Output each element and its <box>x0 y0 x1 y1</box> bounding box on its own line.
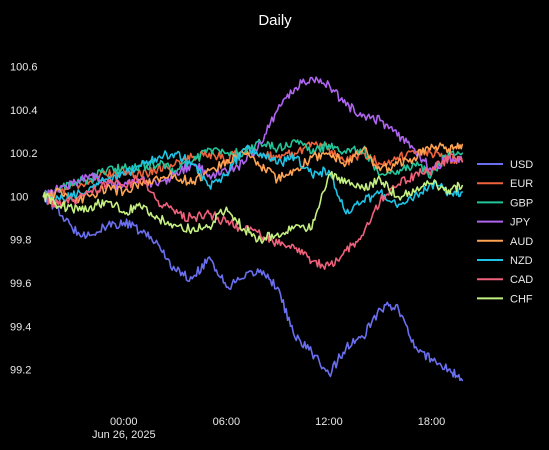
series-layer <box>42 76 464 382</box>
series-line-nzd <box>42 144 464 215</box>
y-tick-label: 100 <box>10 191 28 203</box>
x-tick-label: 00:00 <box>110 416 138 428</box>
y-axis: 99.2 99.4 99.6 99.8 100 100.2 100.4 100.6 <box>10 62 38 377</box>
y-tick-label: 99.2 <box>10 365 31 377</box>
legend-label: AUD <box>510 236 533 248</box>
y-tick-label: 100.2 <box>10 148 38 160</box>
series-line-jpy <box>42 76 464 200</box>
x-tick-label: 06:00 <box>213 416 241 428</box>
legend-label: JPY <box>510 217 531 229</box>
x-tick-label: 18:00 <box>418 416 446 428</box>
legend-label: GBP <box>510 197 533 209</box>
x-tick-label: 12:00 <box>315 416 343 428</box>
series-line-cad <box>42 153 464 270</box>
x-axis: 00:00 06:00 12:00 18:00 Jun 26, 2025 <box>92 416 445 441</box>
series-line-chf <box>42 170 464 244</box>
y-tick-label: 100.6 <box>10 62 38 74</box>
y-tick-label: 99.4 <box>10 321 31 333</box>
y-tick-label: 99.8 <box>10 235 31 247</box>
legend-label: CAD <box>510 274 533 286</box>
legend-label: EUR <box>510 178 533 190</box>
legend: USD EUR GBP JPY AUD NZD CAD CHF <box>477 159 533 305</box>
series-line-gbp <box>42 138 464 199</box>
y-tick-label: 99.6 <box>10 278 31 290</box>
series-line-usd <box>42 195 464 382</box>
legend-label: NZD <box>510 255 533 267</box>
y-tick-label: 100.4 <box>10 105 38 117</box>
series-line-aud <box>42 142 464 204</box>
legend-label: USD <box>510 159 533 171</box>
legend-label: CHF <box>510 293 533 305</box>
x-tick-date-label: Jun 26, 2025 <box>92 429 156 441</box>
chart-title: Daily <box>258 12 292 29</box>
